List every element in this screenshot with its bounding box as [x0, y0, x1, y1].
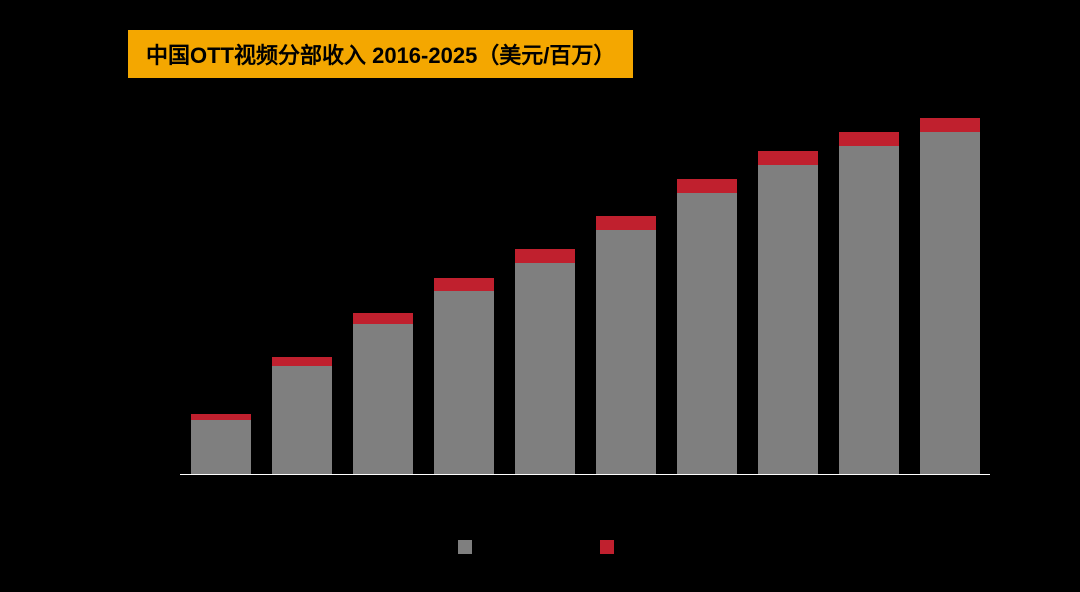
- bar-group: [758, 151, 818, 474]
- legend-item-2: [600, 540, 622, 554]
- bar-segment-series1: [758, 165, 818, 474]
- bar-group: [191, 414, 251, 474]
- bar-segment-series1: [191, 420, 251, 474]
- bar-segment-series1: [353, 324, 413, 474]
- bar-segment-series1: [515, 263, 575, 474]
- legend-swatch-2: [600, 540, 614, 554]
- bar-segment-series2: [677, 179, 737, 193]
- legend-swatch-1: [458, 540, 472, 554]
- bar-group: [920, 118, 980, 474]
- bar-group: [839, 132, 899, 474]
- bar-group: [434, 278, 494, 474]
- bar-segment-series1: [596, 230, 656, 474]
- bar-segment-series1: [920, 132, 980, 474]
- bar-segment-series1: [434, 291, 494, 474]
- bar-segment-series1: [839, 146, 899, 474]
- bar-segment-series1: [272, 366, 332, 474]
- bar-group: [272, 357, 332, 474]
- bar-group: [677, 179, 737, 474]
- chart-title-banner: 中国OTT视频分部收入 2016-2025（美元/百万）: [128, 30, 633, 78]
- bar-group: [515, 249, 575, 474]
- chart-plot-area: [180, 100, 990, 475]
- chart-title: 中国OTT视频分部收入 2016-2025（美元/百万）: [146, 43, 615, 68]
- legend-item-1: [458, 540, 480, 554]
- bar-segment-series2: [515, 249, 575, 263]
- bar-segment-series2: [434, 278, 494, 291]
- bar-segment-series2: [758, 151, 818, 165]
- bar-group: [596, 216, 656, 474]
- bar-segment-series2: [353, 313, 413, 324]
- bars-container: [180, 100, 990, 475]
- bar-segment-series2: [920, 118, 980, 132]
- chart-legend: [0, 540, 1080, 554]
- bar-group: [353, 313, 413, 474]
- bar-segment-series2: [839, 132, 899, 146]
- bar-segment-series1: [677, 193, 737, 474]
- bar-segment-series2: [596, 216, 656, 230]
- bar-segment-series2: [272, 357, 332, 366]
